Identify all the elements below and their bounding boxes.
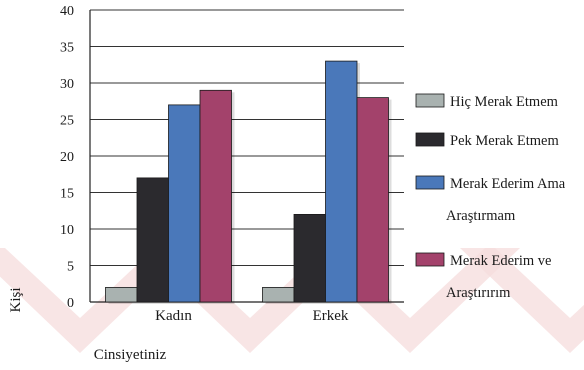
y-tick-label: 40	[60, 4, 74, 19]
bar	[293, 213, 326, 303]
bar	[356, 97, 389, 303]
bar	[168, 104, 201, 303]
bars	[105, 60, 392, 305]
x-tick-label: Kadın	[155, 308, 192, 324]
bar	[136, 177, 169, 303]
x-tick-label: Erkek	[313, 308, 349, 324]
legend: Hiç Merak Etmem Pek Merak Etmem Merak Eder…	[415, 93, 566, 301]
legend-swatch	[415, 175, 445, 190]
legend-label: Merak Ederim ve	[450, 253, 551, 269]
bar	[105, 286, 138, 303]
x-axis-title: Cinsiyetiniz	[94, 347, 167, 363]
y-tick-label: 20	[60, 150, 74, 165]
legend-label: Pek Merak Etmem	[450, 133, 559, 149]
legend-swatch	[415, 132, 445, 147]
legend-label: Araştırırım	[446, 285, 511, 301]
legend-label: Hiç Merak Etmem	[450, 94, 559, 110]
bar	[199, 89, 232, 303]
y-tick-label: 35	[60, 41, 74, 56]
bar	[262, 286, 295, 303]
y-tick-label: 30	[60, 77, 74, 92]
watermark-chevron	[460, 248, 584, 353]
y-tick-label: 10	[60, 223, 74, 238]
y-tick-label: 0	[67, 296, 74, 311]
y-tick-label: 5	[67, 260, 74, 275]
bar	[325, 60, 358, 303]
legend-swatch	[415, 93, 445, 108]
legend-label: Merak Ederim Ama	[450, 176, 566, 192]
y-tick-label: 15	[60, 187, 74, 202]
y-axis-title: Kişi	[8, 287, 24, 312]
y-tick-label: 25	[60, 114, 74, 129]
legend-swatch	[415, 252, 445, 267]
legend-label: Araştırmam	[446, 208, 516, 224]
